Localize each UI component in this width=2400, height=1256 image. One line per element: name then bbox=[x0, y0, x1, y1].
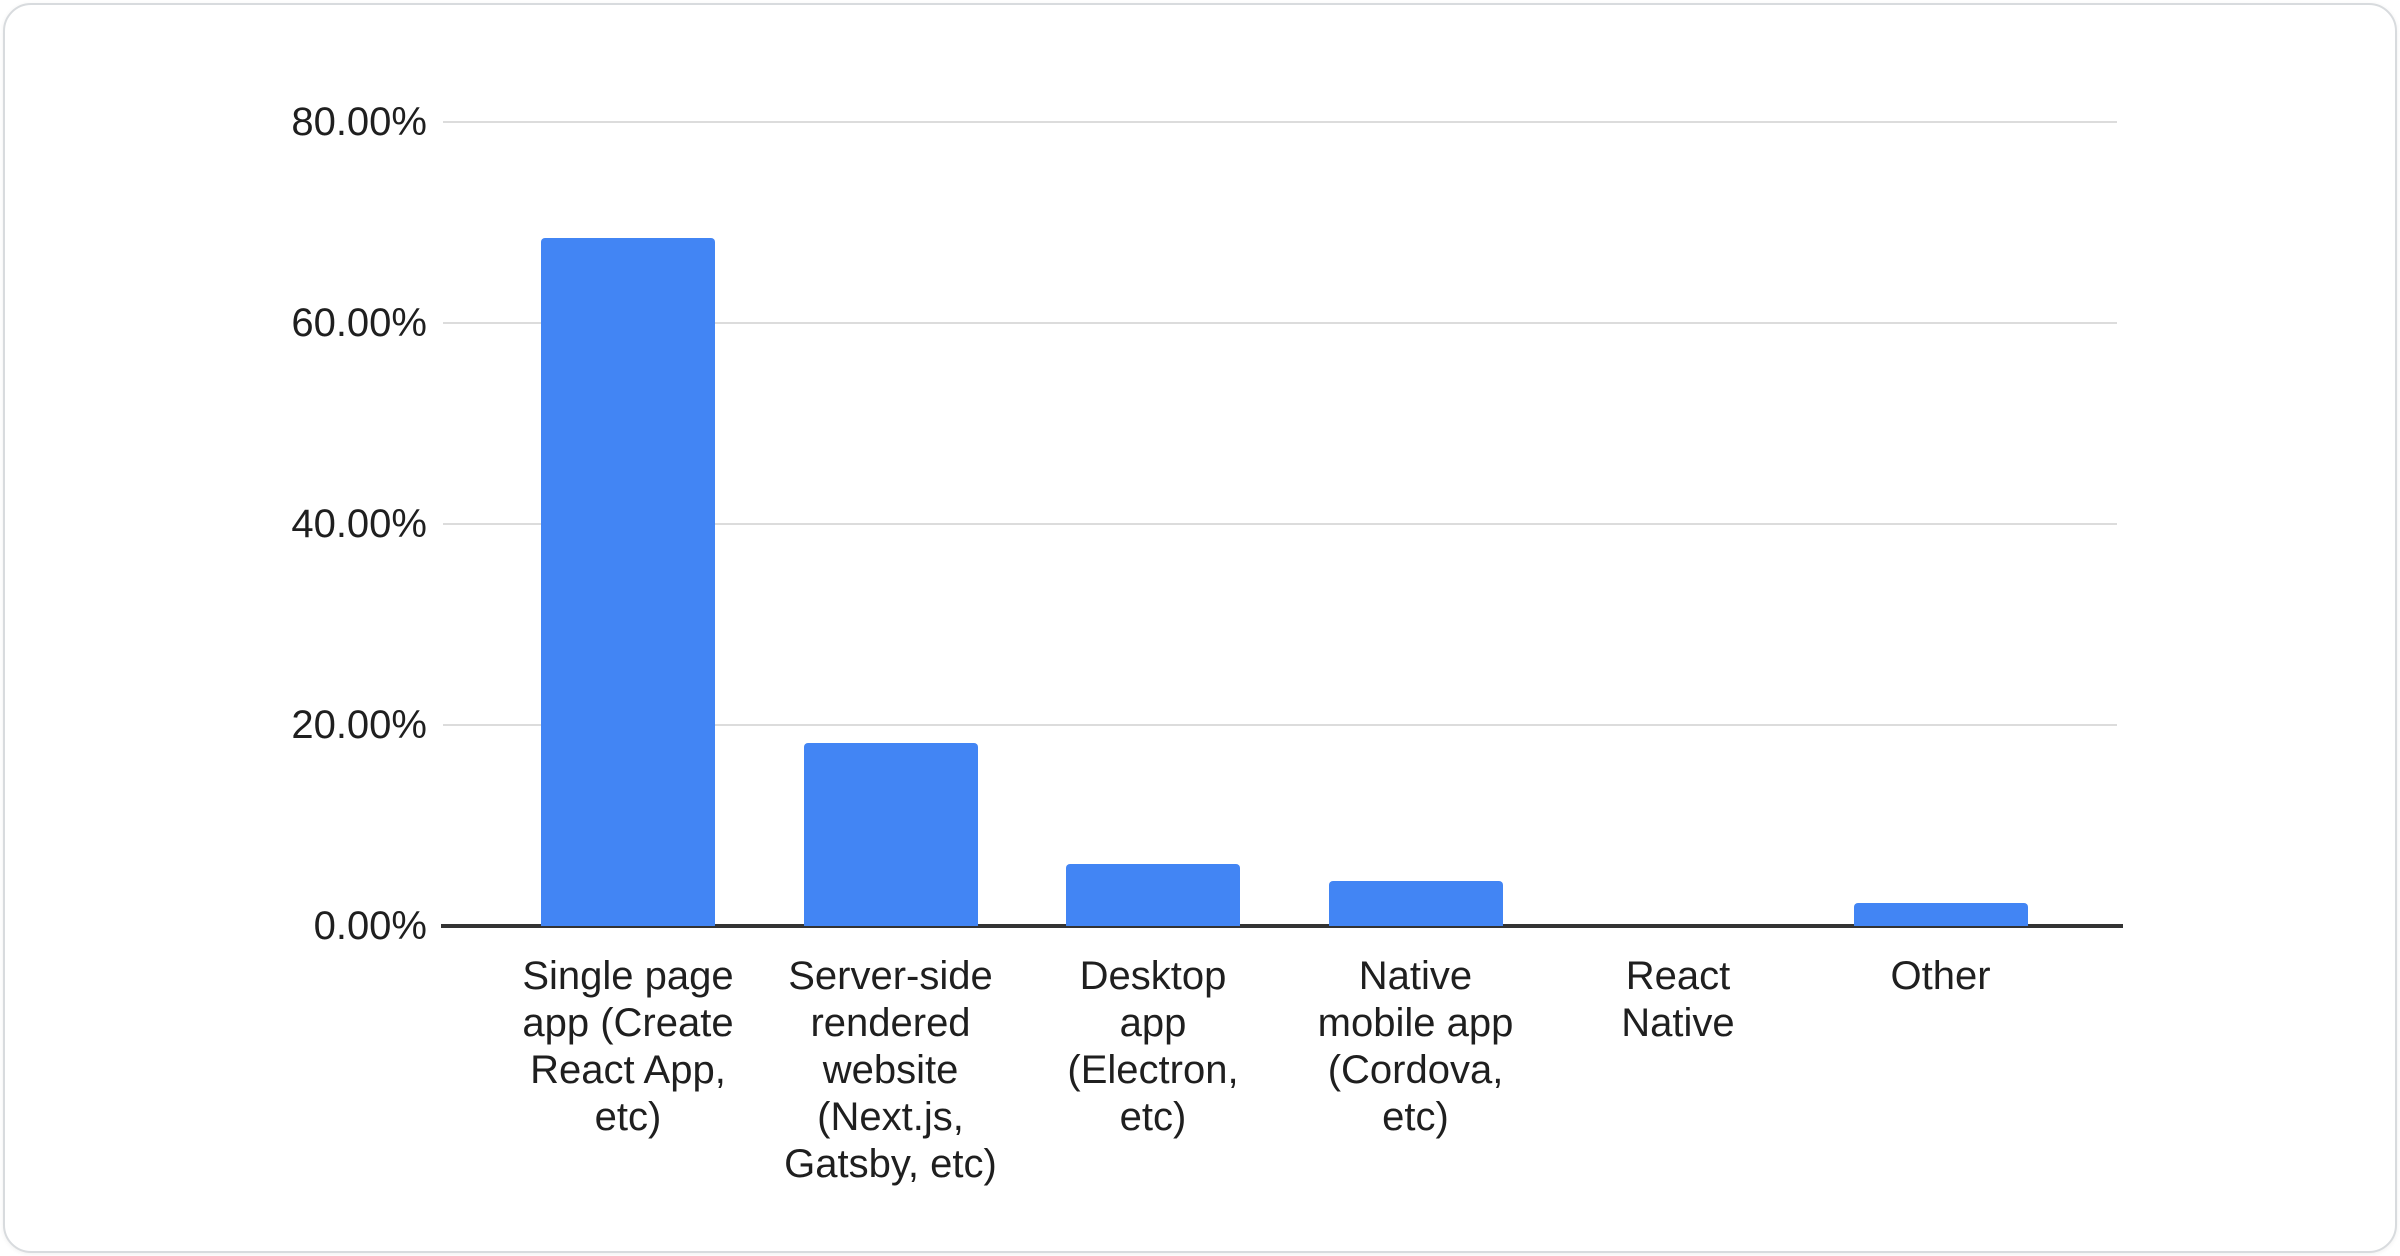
bar-chart: 0.00% 20.00% 40.00% 60.00% 80.00% Single page… bbox=[5, 5, 2395, 1251]
bar-4 bbox=[1328, 881, 1503, 926]
y-axis-tick-label: 40.00% bbox=[291, 502, 427, 546]
y-axis-tick-label: 20.00% bbox=[291, 703, 427, 747]
y-axis-tick-label: 80.00% bbox=[291, 100, 427, 144]
gridline-20pct bbox=[443, 724, 2117, 726]
x-axis-category-label: Server-side rendered website (Next.js, Gatsb… bbox=[751, 953, 1031, 1188]
category-label-line: Other bbox=[1890, 954, 1991, 998]
category-label-line: rendered bbox=[810, 1001, 971, 1045]
gridline-80pct bbox=[443, 121, 2117, 123]
category-label-line: etc) bbox=[1382, 1095, 1449, 1139]
x-axis-category-label: Other bbox=[1801, 953, 2081, 1000]
category-label-line: Server-side bbox=[788, 954, 993, 998]
category-label-line: Single page bbox=[522, 954, 734, 998]
category-label-line: (Electron, bbox=[1067, 1048, 1239, 1092]
bar-1 bbox=[541, 238, 715, 926]
category-label-line: (Next.js, bbox=[817, 1095, 964, 1139]
category-label-line: React App, bbox=[530, 1048, 726, 1092]
x-axis-category-label: Native mobile app (Cordova, etc) bbox=[1276, 953, 1556, 1141]
x-axis-line bbox=[441, 924, 2123, 928]
gridline-60pct bbox=[443, 322, 2117, 324]
gridline-40pct bbox=[443, 523, 2117, 525]
category-label-line: mobile app bbox=[1317, 1001, 1514, 1045]
y-axis-tick-label: 0.00% bbox=[313, 904, 427, 948]
category-label-line: etc) bbox=[1119, 1095, 1187, 1139]
category-label-line: etc) bbox=[594, 1095, 662, 1139]
y-axis-tick-label: 60.00% bbox=[291, 301, 427, 345]
bar-6 bbox=[1853, 903, 2028, 926]
category-label-line: app (Create bbox=[522, 1001, 734, 1045]
category-label-line: Native bbox=[1621, 1001, 1735, 1045]
bar-3 bbox=[1066, 864, 1240, 926]
x-axis-category-label: React Native bbox=[1538, 953, 1818, 1047]
x-axis-category-label: Desktop app (Electron, etc) bbox=[1013, 953, 1293, 1141]
category-label-line: website bbox=[822, 1048, 959, 1092]
category-label-line: Gatsby, etc) bbox=[784, 1142, 997, 1186]
category-label-line: Desktop bbox=[1079, 954, 1227, 998]
chart-card: 0.00% 20.00% 40.00% 60.00% 80.00% Single page… bbox=[3, 3, 2397, 1253]
category-label-line: (Cordova, bbox=[1327, 1048, 1504, 1092]
category-label-line: app bbox=[1119, 1001, 1187, 1045]
x-axis-category-label: Single page app (Create React App, etc) bbox=[488, 953, 768, 1141]
bar-2 bbox=[803, 743, 978, 926]
category-label-line: React bbox=[1625, 954, 1731, 998]
category-label-line: Native bbox=[1358, 954, 1473, 998]
